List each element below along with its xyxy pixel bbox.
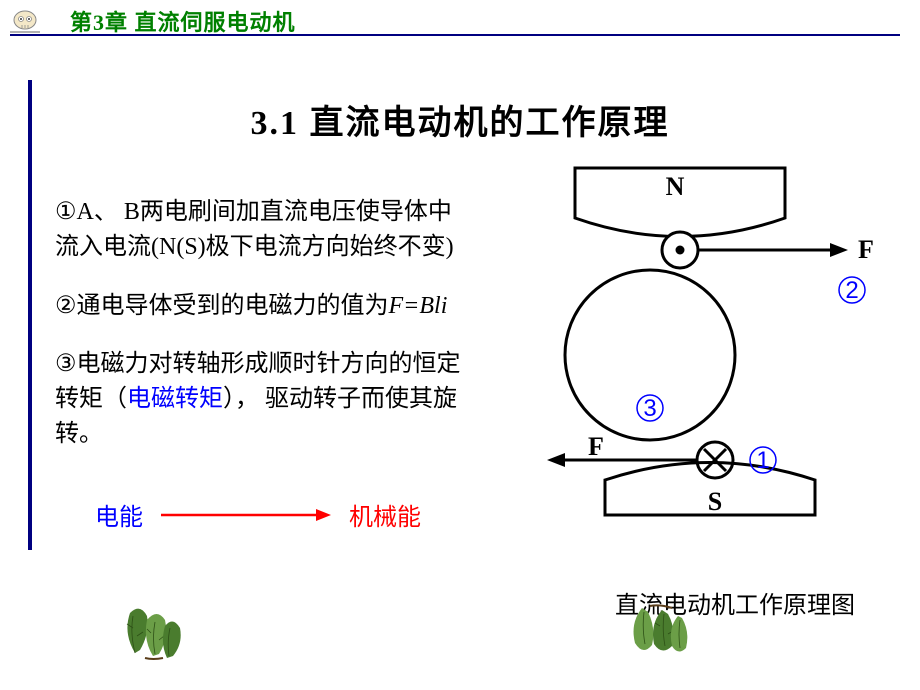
left-accent-bar xyxy=(28,80,32,550)
leaf-decoration-right xyxy=(620,598,695,668)
mascot-icon xyxy=(10,8,40,34)
energy-conversion: 电能 机械能 xyxy=(95,497,421,532)
p1-text: A、 B两电刷间加直流电压使导体中流入电流(N(S)极下电流方向始终不变) xyxy=(55,199,454,260)
force-label-bottom: F xyxy=(588,432,604,461)
s-pole-label: S xyxy=(708,487,722,516)
marker-2: ② xyxy=(55,292,77,319)
slide-header: 第3章 直流伺服电动机 xyxy=(0,5,920,37)
motor-diagram: N F F S 1 2 3 xyxy=(520,160,880,520)
header-divider xyxy=(10,34,900,36)
section-title: 3.1 直流电动机的工作原理 xyxy=(40,95,880,144)
annot-1: 1 xyxy=(756,447,769,474)
body-text: ①A、 B两电刷间加直流电压使导体中流入电流(N(S)极下电流方向始终不变) ②… xyxy=(55,195,475,476)
energy-left: 电能 xyxy=(95,497,143,532)
n-pole-label: N xyxy=(666,172,685,201)
paragraph-1: ①A、 B两电刷间加直流电压使导体中流入电流(N(S)极下电流方向始终不变) xyxy=(55,195,475,265)
chapter-title: 第3章 直流伺服电动机 xyxy=(70,5,296,37)
p2-text: 通电导体受到的电磁力的值为 xyxy=(77,293,389,319)
marker-3: ③ xyxy=(55,350,77,377)
paragraph-3: ③电磁力对转轴形成顺时针方向的恒定转矩（电磁转矩）， 驱动转子而使其旋转。 xyxy=(55,347,475,451)
force-label-top: F xyxy=(858,235,874,264)
energy-right: 机械能 xyxy=(349,497,421,532)
annot-3: 3 xyxy=(643,395,656,422)
p2-formula: F=Bli xyxy=(389,293,448,319)
leaf-decoration-left xyxy=(115,598,190,668)
paragraph-2: ②通电导体受到的电磁力的值为F=Bli xyxy=(55,289,475,324)
marker-1: ① xyxy=(55,198,77,225)
annot-2: 2 xyxy=(845,277,858,304)
p3-blue: 电磁转矩 xyxy=(127,386,223,412)
arrow-icon xyxy=(161,505,331,525)
